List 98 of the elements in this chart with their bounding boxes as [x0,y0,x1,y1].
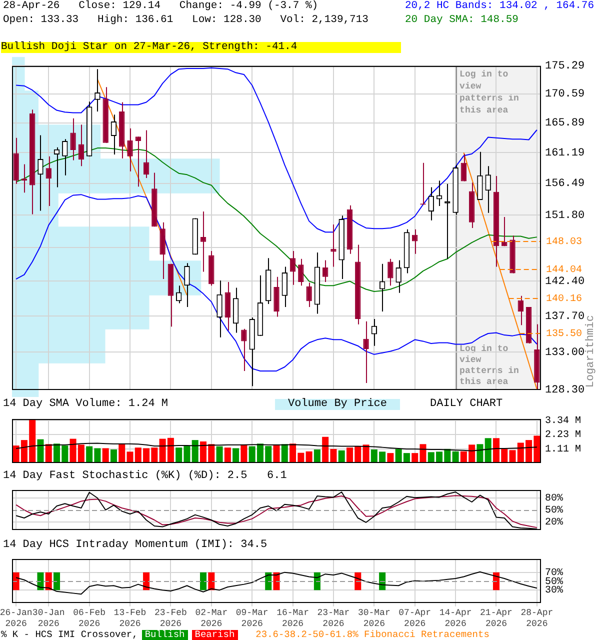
x-tick-label: 26-Jan 2026 [0,608,32,629]
chart-subtitle: Open: 133.33 High: 136.61 Low: 128.30 Vol: 2,139,713 [3,14,368,26]
y-axis-title: Logarithmic [585,315,597,388]
x-tick-label: 07-Apr 2026 [398,608,432,629]
chart-title: 14 Day HCS Intraday Momentum (IMI): 34.5 [3,539,268,551]
y-tick-label: 151.80 [545,210,585,222]
candlestick [518,295,524,326]
x-tick-label: 30-Mar 2026 [358,608,390,629]
y-tick-label: 50% [545,506,564,517]
ref-line-label: 140.16 [546,294,582,306]
ref-line-label: 135.50 [546,329,582,340]
y-tick-label: 156.49 [545,178,585,190]
candlestick [298,258,304,286]
text: 20 Day SMA: 148.59 [405,14,520,28]
bar [362,444,370,463]
candlestick [127,128,133,172]
x-tick-label: 14-Apr 2026 [439,608,472,629]
text: Volume By Price [275,398,400,410]
bar [306,451,312,463]
text: Bearish [192,629,238,640]
x-tick-label: 16-Mar 2026 [276,608,309,629]
bar [232,448,240,463]
chart-title: 14 Day SMA Volume: 1.24 M [3,398,168,410]
candlestick [306,282,312,308]
y-tick-label: 175.29 [545,60,585,73]
candlestick [396,260,402,294]
x-tick-label: 21-Apr 2026 [480,608,512,629]
text: Bullish Doji Star on 27-Mar-26, Strength: -41.4 [1,41,401,53]
candlestick [282,266,288,308]
candlestick [428,186,434,221]
y-tick-label: 30% [545,586,564,597]
y-tick-label: 170.59 [545,88,585,101]
x-tick-label: 23-Feb 2026 [154,608,187,629]
candlestick [110,114,117,155]
candlestick [379,263,386,312]
y-tick-label: 20% [545,518,564,529]
bar [110,449,117,463]
x-tick-label: 13-Feb 2026 [114,608,146,629]
candlestick [200,210,206,272]
candlestick [371,318,378,346]
y-tick-label: 165.89 [545,118,585,130]
x-tick-label: 30-Jan 2026 [32,608,65,629]
text: 23.6-38.2-50-61.8% Fibonacci Retracements [256,629,490,640]
candlestick [477,151,483,200]
chart-title: 14 Day Fast Stochastic (%K) (%D): 2.5 6.1 [3,470,287,482]
bar [192,440,198,463]
x-tick-label: 09-Mar 2026 [236,608,268,629]
y-tick-label: 128.30 [545,384,585,396]
bar [240,444,248,463]
x-tick-label: 02-Mar 2026 [195,608,228,629]
bar [314,449,320,463]
candlestick [224,281,231,331]
bar [387,453,394,463]
y-tick-label: 137.70 [545,310,585,323]
candlestick [94,68,100,112]
candlestick [436,180,442,207]
y-tick-label: 2.23 M [545,430,582,442]
candlestick [232,287,239,334]
candlestick [216,280,222,338]
bar [273,444,280,463]
candlestick [290,250,296,286]
text: Log in to view patterns in this area [460,69,519,116]
bar [338,450,345,463]
bar [476,444,484,463]
legend-title: % K - HCS IMI Crossover, [1,629,138,640]
ref-line-label: 148.03 [546,237,582,248]
y-tick-label: 1.11 M [545,444,582,456]
candlestick [160,222,166,280]
candlestick [388,258,394,286]
x-tick-label: 23-Mar 2026 [317,608,350,629]
bar [37,439,44,463]
candlestick [485,166,491,214]
bar [118,444,126,463]
y-tick-label: 3.34 M [545,416,582,428]
candlestick [274,276,280,318]
bar [281,444,288,463]
candlestick [241,328,247,372]
x-tick-label: 28-Apr 2026 [520,608,554,629]
bar [216,446,223,463]
y-tick-label: 133.00 [545,346,585,359]
text: 20,2 HC Bands: 134.02 , 164.76 [405,0,594,14]
x-tick-label: 06-Feb 2026 [73,608,106,629]
candlestick [363,320,369,384]
candlestick [135,136,141,188]
candlestick [330,224,336,268]
bar [102,448,109,463]
ref-line-label: 144.04 [546,265,582,276]
bar [45,444,52,463]
y-tick-label: 161.19 [545,148,585,160]
bar [452,451,459,463]
bar [224,448,231,463]
y-tick-label: 80% [545,494,564,505]
chart-title: 28-Apr-26 Close: 129.14 Change: -4.99 (-3.7 %) [3,0,318,12]
y-tick-label: 142.40 [545,276,585,288]
bar [484,438,492,463]
candlestick [460,153,467,182]
text: DAILY CHART [430,398,503,410]
text: Bullish [142,629,188,640]
